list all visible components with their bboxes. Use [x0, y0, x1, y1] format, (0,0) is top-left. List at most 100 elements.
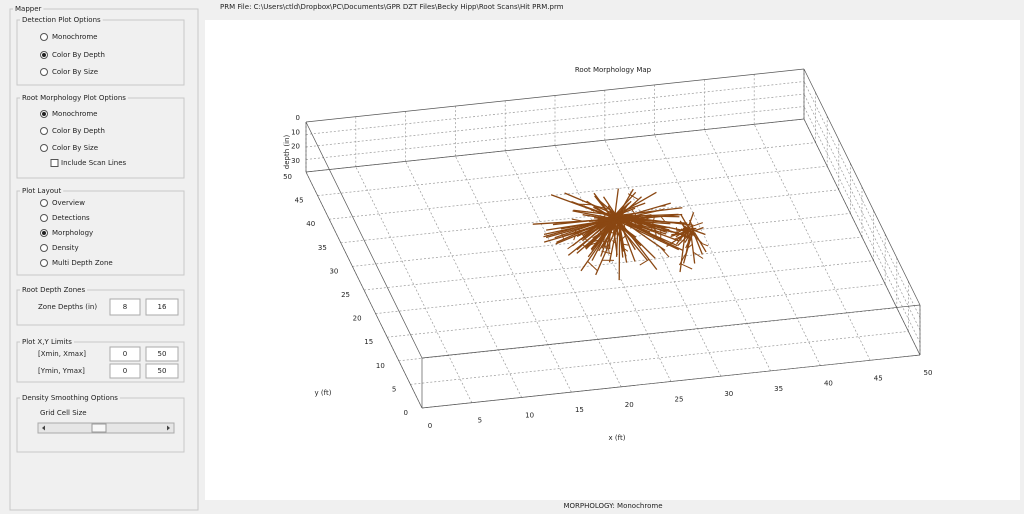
x-tick-label: 50 [924, 369, 933, 377]
radio-label[interactable]: Color By Size [52, 68, 98, 76]
radio-label[interactable]: Monochrome [52, 33, 97, 41]
root-branch [576, 240, 587, 250]
root-segment [613, 200, 632, 220]
plot-title: Root Morphology Map [575, 66, 652, 74]
x-tick-label: 10 [525, 411, 534, 419]
text-input[interactable] [109, 363, 141, 379]
floor-grid-line [329, 165, 828, 220]
input-value[interactable]: 0 [123, 367, 127, 375]
checkbox-label[interactable]: Include Scan Lines [61, 159, 127, 167]
radio-dot [42, 231, 46, 235]
plot-layout-title-bg [20, 187, 64, 195]
floor-grid-line [387, 283, 886, 338]
field-label: Grid Cell Size [40, 409, 87, 417]
root-segment [618, 213, 683, 222]
root-branch [567, 241, 578, 250]
density-smoothing-options-title: Density Smoothing Options [22, 394, 118, 402]
radio-label[interactable]: Density [52, 244, 79, 252]
floor-grid-line [352, 213, 851, 267]
checkbox[interactable] [50, 159, 59, 167]
slider-arrow-left[interactable] [42, 425, 45, 431]
z-tick-label: 30 [291, 157, 300, 165]
x-tick-label: 0 [428, 422, 432, 430]
plot-xy-limits-title-bg [20, 338, 74, 346]
field-label: Zone Depths (in) [38, 303, 97, 311]
root-segment [617, 214, 680, 218]
mapper-box [9, 8, 199, 511]
y-tick-label: 5 [392, 385, 396, 393]
text-input[interactable] [145, 363, 179, 379]
wall-grid-line [305, 81, 805, 135]
root-segment [607, 205, 615, 221]
radio-label[interactable]: Color By Depth [52, 51, 105, 59]
root-segment [690, 227, 703, 255]
root-branch [689, 222, 703, 228]
root-morphology-plot-options-title: Root Morphology Plot Options [22, 94, 126, 102]
text-input[interactable] [145, 346, 179, 362]
radio-button[interactable] [40, 33, 48, 41]
y-tick-label: 10 [376, 362, 385, 370]
x-axis-label: x (ft) [609, 434, 626, 442]
box-edge [421, 354, 921, 409]
root-segment [614, 216, 678, 247]
radio-button[interactable] [40, 244, 48, 252]
density-smoothing-options-title-bg [20, 394, 120, 402]
slider-arrow-right[interactable] [167, 425, 170, 431]
plot-xy-limits-box [16, 341, 185, 383]
root-branch [700, 242, 709, 247]
root-branch [573, 235, 576, 241]
z-tick-label: 10 [291, 128, 300, 136]
box-edge [305, 118, 805, 173]
root-branch [660, 216, 666, 223]
radio-button[interactable] [40, 214, 48, 222]
radio-label[interactable]: Monochrome [52, 110, 97, 118]
input-value[interactable]: 50 [158, 367, 167, 375]
z-tick-label: 0 [296, 114, 300, 122]
radio-label[interactable]: Multi Depth Zone [52, 259, 113, 267]
radio-button[interactable] [40, 144, 48, 152]
text-input[interactable] [145, 298, 179, 316]
root-depth-zones-title: Root Depth Zones [22, 286, 85, 294]
box-edge [305, 68, 805, 123]
mapper-title-bg [13, 5, 44, 13]
field-label: [Xmin, Xmax] [38, 350, 86, 358]
radio-label[interactable]: Detections [52, 214, 90, 222]
z-tick-label: 20 [291, 143, 300, 151]
radio-label[interactable]: Morphology [52, 229, 93, 237]
root-branch [680, 263, 693, 270]
x-tick-label: 15 [575, 406, 584, 414]
radio-button[interactable] [40, 68, 48, 76]
root-segment [571, 200, 612, 217]
input-value[interactable]: 50 [158, 350, 167, 358]
radio-label[interactable]: Color By Size [52, 144, 98, 152]
text-input[interactable] [109, 346, 141, 362]
wall-grid-line [305, 106, 805, 160]
wall-grid-line [305, 93, 805, 148]
input-value[interactable]: 16 [158, 303, 167, 311]
mapper-title: Mapper [15, 5, 42, 13]
root-branch [675, 227, 678, 233]
root-segment [613, 216, 683, 225]
root-branch [612, 240, 616, 244]
floor-grid-line [410, 331, 909, 385]
y-tick-label: 30 [329, 267, 338, 275]
radio-button[interactable] [40, 127, 48, 135]
radio-label[interactable]: Overview [52, 199, 85, 207]
floor-grid-line [375, 260, 874, 314]
root-depth-zones-title-bg [20, 286, 88, 294]
input-value[interactable]: 8 [123, 303, 127, 311]
root-segment [598, 200, 618, 217]
detection-plot-options-title-bg [20, 16, 103, 24]
slider-thumb[interactable] [91, 423, 107, 433]
root-branch [693, 251, 704, 259]
box-edge [803, 118, 921, 356]
box-edge [803, 68, 921, 306]
radio-label[interactable]: Color By Depth [52, 127, 105, 135]
box-edge [305, 171, 423, 409]
radio-button[interactable] [40, 259, 48, 267]
box-edge [421, 304, 921, 359]
text-input[interactable] [109, 298, 141, 316]
y-tick-label: 0 [404, 409, 408, 417]
input-value[interactable]: 0 [123, 350, 127, 358]
radio-button[interactable] [40, 199, 48, 207]
